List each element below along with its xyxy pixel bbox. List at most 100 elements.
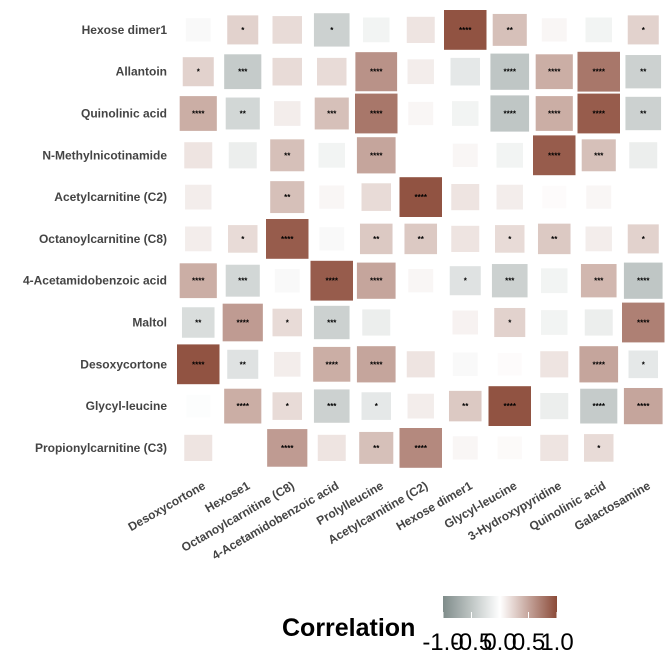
significance-label: **** <box>504 110 517 119</box>
heatmap-cell <box>540 393 569 420</box>
heatmap-cell <box>313 13 350 47</box>
heatmap-cell <box>361 183 391 211</box>
heatmap-cell <box>274 351 301 377</box>
row-label: Hexose dimer1 <box>82 23 168 37</box>
heatmap-cell <box>355 93 398 134</box>
significance-label: ** <box>507 26 514 35</box>
heatmap-cell <box>182 57 214 87</box>
significance-label: * <box>241 26 245 35</box>
heatmap-cell <box>497 353 522 376</box>
significance-label: * <box>241 235 245 244</box>
significance-label: **** <box>370 277 383 286</box>
heatmap-cell <box>585 17 612 43</box>
legend-ticks: -1.0-0.50.00.51.0 <box>422 612 574 656</box>
legend-tick-label: 0.5 <box>512 629 545 656</box>
heatmap-cell <box>496 142 523 168</box>
heatmap-cell <box>224 54 262 90</box>
heatmap-cell <box>541 310 568 335</box>
heatmap-cell <box>449 266 481 296</box>
heatmap-cell <box>490 53 530 90</box>
heatmap-cell <box>355 52 398 92</box>
heatmap-cell <box>179 96 217 131</box>
significance-label: * <box>286 402 290 411</box>
heatmap-cell <box>629 142 658 169</box>
heatmap-cell <box>580 264 617 298</box>
heatmap-cell <box>404 223 438 255</box>
heatmap-cell <box>541 18 567 42</box>
significance-label: *** <box>238 277 248 286</box>
significance-label: **** <box>192 110 205 119</box>
significance-label: ** <box>284 151 291 160</box>
heatmap-cell <box>451 184 480 211</box>
significance-label: **** <box>504 68 517 77</box>
heatmap-cell <box>407 59 434 85</box>
row-label: Allantoin <box>116 65 167 79</box>
heatmap-cell <box>622 302 665 343</box>
heatmap-cell <box>409 311 433 334</box>
heatmap-cell <box>586 185 612 209</box>
significance-label: **** <box>593 68 606 77</box>
significance-label: ** <box>640 110 647 119</box>
heatmap-cell <box>363 17 390 43</box>
significance-label: * <box>464 277 468 286</box>
significance-label: * <box>642 360 646 369</box>
significance-label: **** <box>370 68 383 77</box>
significance-label: * <box>508 319 512 328</box>
heatmap-cell <box>580 388 618 424</box>
heatmap-cell <box>313 346 351 382</box>
significance-label: * <box>597 444 601 453</box>
heatmap-cell <box>181 307 215 338</box>
heatmap-cells: * * **** ** ** *** **** **** **** **** ****** ** ***… <box>177 10 665 468</box>
heatmap-cell <box>267 429 308 467</box>
legend: Correlation -1.0-0.50.00.51.0 <box>282 596 574 656</box>
heatmap-cell <box>274 269 300 293</box>
significance-label: **** <box>637 402 650 411</box>
significance-label: ** <box>195 319 202 328</box>
row-label: Desoxycortone <box>80 357 167 371</box>
heatmap-cell <box>451 225 480 252</box>
legend-tick-label: -1.0 <box>422 629 463 656</box>
significance-label: **** <box>326 360 339 369</box>
significance-label: * <box>642 26 646 35</box>
heatmap-cell <box>179 263 217 299</box>
significance-label: **** <box>281 444 294 453</box>
heatmap-cell <box>399 177 442 217</box>
significance-label: **** <box>548 110 561 119</box>
significance-label: * <box>197 68 201 77</box>
heatmap-cell <box>625 96 662 131</box>
significance-label: *** <box>238 68 248 77</box>
heatmap-cell <box>540 351 569 378</box>
heatmap-cell <box>356 137 396 174</box>
significance-label: **** <box>548 151 561 160</box>
significance-label: * <box>330 26 334 35</box>
heatmap-cell <box>319 227 345 251</box>
heatmap-cell <box>185 184 212 210</box>
heatmap-cell <box>497 436 522 460</box>
significance-label: * <box>642 235 646 244</box>
heatmap-cell <box>361 392 391 420</box>
heatmap-cell <box>231 436 255 459</box>
heatmap-cell <box>533 135 576 176</box>
significance-label: ** <box>462 402 469 411</box>
significance-label: **** <box>593 360 606 369</box>
heatmap-cell <box>408 269 434 293</box>
heatmap-cell <box>406 351 435 378</box>
heatmap-cell <box>225 264 260 297</box>
legend-tick-label: 0.0 <box>483 629 516 656</box>
heatmap-cell <box>409 144 433 167</box>
significance-label: ** <box>240 110 247 119</box>
significance-label: **** <box>326 277 339 286</box>
significance-label: * <box>375 402 379 411</box>
heatmap-cell <box>310 260 353 301</box>
significance-label: **** <box>415 193 428 202</box>
significance-label: **** <box>370 110 383 119</box>
heatmap-cell <box>408 101 434 126</box>
column-label: Galactosamine <box>572 478 653 533</box>
significance-label: *** <box>594 151 604 160</box>
legend-title: Correlation <box>282 614 415 642</box>
heatmap-cell <box>362 309 391 336</box>
row-label: Maltol <box>132 316 167 330</box>
heatmap-cell <box>270 139 305 172</box>
heatmap-cell <box>444 10 487 50</box>
